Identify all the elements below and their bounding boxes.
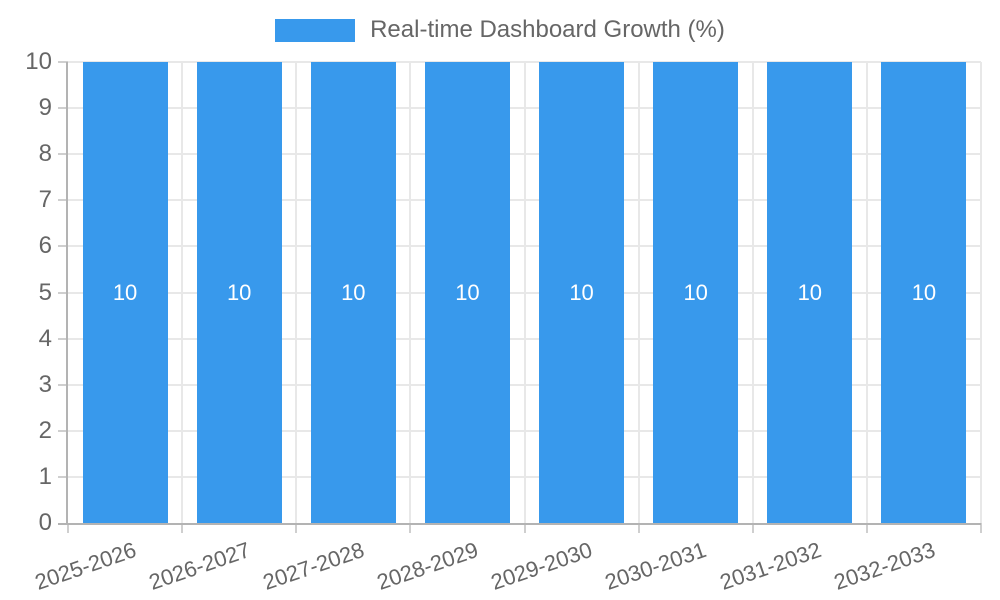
x-tick-mark: [523, 523, 526, 533]
y-axis-line: [66, 62, 68, 523]
x-tick-mark: [637, 523, 640, 533]
x-tick-mark: [980, 523, 982, 533]
bar[interactable]: 10: [881, 62, 967, 523]
y-tick-mark: [58, 245, 68, 248]
y-axis-tick-label: 4: [38, 324, 52, 352]
x-axis-tick-label: 2025-2026: [31, 537, 140, 595]
x-tick-mark: [181, 523, 184, 533]
x-gridline: [865, 62, 868, 523]
y-tick-mark: [58, 429, 68, 432]
y-tick-mark: [58, 475, 68, 478]
x-gridline: [409, 62, 412, 523]
bar[interactable]: 10: [767, 62, 853, 523]
y-axis-tick-label: 6: [38, 232, 52, 260]
bar-value-label: 10: [569, 279, 594, 305]
x-axis-tick-label: 2029-2030: [488, 537, 596, 595]
x-tick-mark: [751, 523, 754, 533]
bar[interactable]: 10: [424, 62, 510, 523]
legend-swatch: [275, 18, 356, 42]
x-tick-mark: [295, 523, 298, 533]
x-gridline: [980, 62, 982, 523]
y-tick-mark: [58, 291, 68, 294]
y-tick-mark: [58, 199, 68, 202]
x-axis-tick-label: 2026-2027: [145, 537, 254, 595]
bar[interactable]: 10: [82, 62, 168, 523]
x-axis-tick-label: 2027-2028: [259, 537, 368, 595]
bar-value-label: 10: [226, 279, 252, 305]
legend-label chart-title: Real-time Dashboard Growth (%): [370, 16, 725, 43]
y-axis-tick-label: 3: [38, 370, 52, 398]
y-tick-mark: [58, 337, 68, 340]
bar-value-label: 10: [112, 279, 138, 305]
y-axis-tick-label: 9: [38, 94, 52, 122]
y-tick-mark: [58, 107, 68, 110]
bar-value-label: 10: [455, 279, 480, 305]
bar[interactable]: 10: [653, 62, 739, 523]
x-gridline: [181, 62, 184, 523]
x-gridline: [751, 62, 754, 523]
x-axis-tick-label: 2032-2033: [830, 537, 939, 595]
chart-legend[interactable]: Real-time Dashboard Growth (%): [0, 16, 1000, 44]
bar[interactable]: 10: [310, 62, 396, 523]
x-axis-tick-label: 2031-2032: [716, 537, 824, 595]
x-tick-mark: [865, 523, 868, 533]
x-tick-mark: [409, 523, 412, 533]
x-axis-tick-label: 2028-2029: [373, 537, 482, 595]
bar-value-label: 10: [797, 279, 823, 305]
x-axis-tick-label: 2030-2031: [602, 537, 710, 595]
y-tick-mark: [58, 61, 68, 63]
x-gridline: [295, 62, 298, 523]
bar[interactable]: 10: [196, 62, 282, 523]
y-axis-tick-label: 2: [38, 416, 52, 444]
y-axis-tick-label: 5: [38, 278, 52, 306]
y-tick-mark: [58, 383, 68, 386]
x-tick-mark: [67, 523, 69, 533]
y-axis-tick-label: 7: [38, 186, 52, 214]
y-axis-tick-label: 0: [38, 509, 52, 536]
x-gridline: [523, 62, 526, 523]
bar-value-label: 10: [911, 279, 937, 305]
bar-value-label: 10: [341, 279, 366, 305]
bar-value-label: 10: [683, 279, 708, 305]
y-axis-tick-label: 1: [38, 462, 52, 490]
y-axis-tick-label: 10: [25, 48, 52, 75]
bar[interactable]: 10: [539, 62, 625, 523]
y-axis-tick-label: 8: [38, 140, 52, 168]
x-gridline: [637, 62, 640, 523]
y-tick-mark: [58, 153, 68, 156]
x-axis-line: [58, 523, 981, 525]
